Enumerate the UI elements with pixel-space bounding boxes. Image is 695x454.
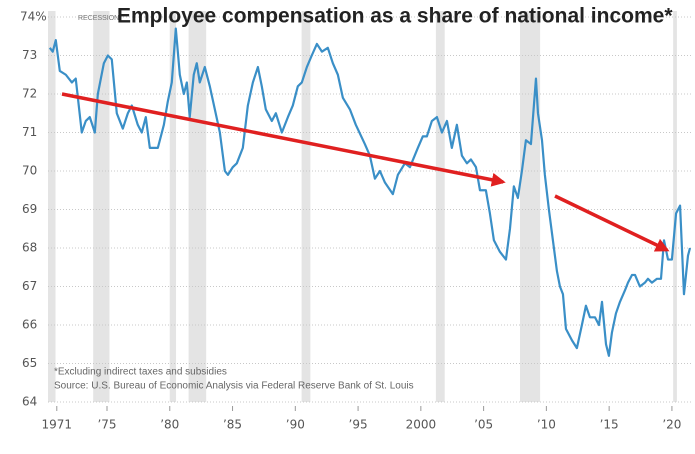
chart-title: Employee compensation as a share of nati… xyxy=(117,5,673,28)
x-tick-label: ’90 xyxy=(286,418,305,432)
y-tick-label: 65 xyxy=(22,356,37,370)
recession-band xyxy=(48,11,56,402)
recession-band xyxy=(435,11,445,402)
y-tick-label: 73 xyxy=(22,48,37,62)
x-tick-label: ’10 xyxy=(537,418,556,432)
y-tick-label: 72 xyxy=(22,87,37,101)
y-tick-label: 74% xyxy=(20,10,47,24)
y-tick-label: 67 xyxy=(22,279,37,293)
y-tick-label: 71 xyxy=(22,125,37,139)
recession-band xyxy=(673,11,677,402)
y-tick-label: 70 xyxy=(22,164,37,178)
x-tick-label: ’95 xyxy=(349,418,368,432)
x-tick-label: 2000 xyxy=(406,418,437,432)
x-tick-label: ’15 xyxy=(600,418,619,432)
source: Source: U.S. Bureau of Economic Analysis… xyxy=(54,381,414,392)
trend-arrow xyxy=(554,194,670,252)
y-tick-label: 66 xyxy=(22,318,37,332)
x-tick-label: ’85 xyxy=(223,418,242,432)
recession-bands xyxy=(48,11,677,402)
plot xyxy=(48,27,692,357)
recession-band xyxy=(520,11,541,402)
recession-label: RECESSION xyxy=(78,15,119,22)
x-tick-label: ’75 xyxy=(97,418,116,432)
footnote: *Excluding indirect taxes and subsidies xyxy=(54,367,227,378)
y-tick-label: 69 xyxy=(22,202,37,216)
trend-arrow xyxy=(61,92,506,187)
recession-band xyxy=(169,11,177,402)
x-tick-label: 1971 xyxy=(42,418,73,432)
recession-band xyxy=(93,11,110,402)
y-tick-label: 64 xyxy=(22,395,37,409)
x-tick-label: ’80 xyxy=(160,418,179,432)
y-tick-label: 68 xyxy=(22,241,37,255)
x-tick-label: ’20 xyxy=(662,418,681,432)
recession-band xyxy=(301,11,311,402)
grid xyxy=(48,16,692,403)
x-tick-label: ’05 xyxy=(474,418,493,432)
line xyxy=(48,27,692,357)
recession-band xyxy=(188,11,207,402)
